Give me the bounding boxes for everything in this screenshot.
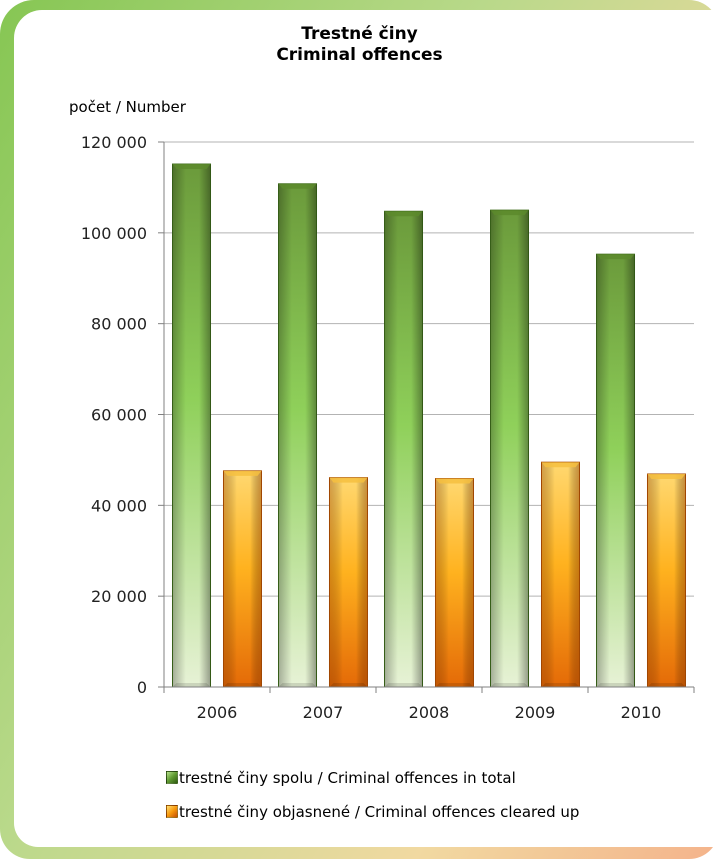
legend: trestné činy spolu / Criminal offences i…: [166, 768, 579, 836]
bar-cleared-2006: [222, 470, 262, 688]
x-tick-label: 2008: [409, 703, 450, 722]
x-tick-label: 2006: [197, 703, 238, 722]
legend-swatch-total: [166, 771, 178, 784]
bar-cleared-2008: [434, 478, 474, 688]
chart-title-line2: Criminal offences: [276, 45, 443, 65]
y-tick-label: 20 000: [91, 587, 147, 606]
bar-total-2006: [172, 163, 212, 688]
bar-total-2009: [490, 209, 530, 688]
x-tick-label: 2007: [303, 703, 344, 722]
chart-title-line1: Trestné činy: [301, 24, 418, 44]
y-tick-label: 0: [137, 678, 147, 697]
legend-item-total: trestné činy spolu / Criminal offences i…: [166, 768, 579, 787]
y-axis-label: počet / Number: [69, 98, 186, 116]
bar-total-2007: [278, 183, 318, 688]
bar-total-2010: [596, 253, 636, 688]
bar-cleared-2010: [646, 473, 686, 688]
x-tick-label: 2010: [621, 703, 662, 722]
y-tick-label: 100 000: [81, 224, 147, 243]
y-tick-label: 60 000: [91, 406, 147, 425]
y-tick-label: 40 000: [91, 496, 147, 515]
bar-cleared-2007: [328, 477, 368, 688]
y-tick-label: 120 000: [81, 133, 147, 152]
bar-total-2008: [384, 210, 424, 688]
legend-item-cleared: trestné činy objasnené / Criminal offenc…: [166, 802, 579, 821]
x-tick-label: 2009: [515, 703, 556, 722]
bar-cleared-2009: [540, 461, 580, 688]
legend-swatch-cleared: [166, 805, 178, 818]
legend-label-total: trestné činy spolu / Criminal offences i…: [179, 768, 516, 787]
legend-label-cleared: trestné činy objasnené / Criminal offenc…: [179, 802, 580, 821]
y-tick-label: 80 000: [91, 315, 147, 334]
chart-title: Trestné činy Criminal offences: [0, 24, 719, 66]
